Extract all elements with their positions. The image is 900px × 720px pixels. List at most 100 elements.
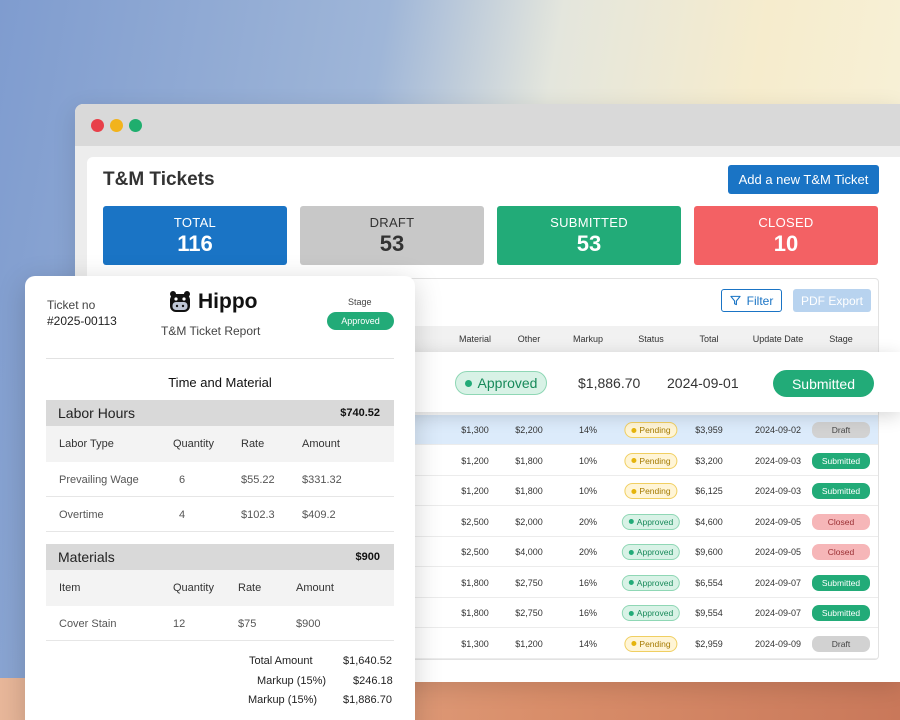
status-text: Pending [639,486,671,496]
stage-badge-submitted[interactable]: Submitted [773,370,874,397]
add-ticket-button[interactable]: Add a new T&M Ticket [728,165,879,194]
column-header-status[interactable]: Status [638,334,664,344]
column-header-markup[interactable]: Markup [572,334,604,344]
table-row[interactable]: 00$2,500$4,00020%$9,6002024-09-05Approve… [104,537,878,567]
row-other: $1,800 [515,455,543,466]
row-update-date: 2024-09-03 [754,455,802,466]
labor-table-header: Labor Type Quantity Rate Amount [46,426,394,462]
column-header-update-date[interactable]: Update Date [752,334,804,344]
row-markup: 10% [578,455,598,466]
row-other: $2,200 [515,425,543,435]
stat-label: CLOSED [758,215,814,230]
status-dot-icon [628,549,634,555]
minimize-window-dot[interactable] [110,118,123,132]
row-status: Pending [624,635,678,652]
stat-card-submitted[interactable]: SUBMITTED 53 [497,206,681,265]
column-header-material[interactable]: Material [458,334,492,344]
labor-rate: $55.22 [241,474,275,486]
labor-quantity: 6 [179,474,186,486]
table-row[interactable]: $1,200 $1,800 10% $6,125 2024-09-03 Pending Su… [104,476,878,506]
row-total: $6,125 [695,486,723,496]
materials-bar: Materials $900 [46,544,394,570]
browser-title-bar [75,104,900,146]
row-other: $2,750 [515,577,543,588]
row-markup: 16% [578,608,598,618]
material-item: Cover Stain [59,618,117,630]
row-stage: Submitted [812,605,870,621]
labor-row: Prevailing Wage 6 $55.22 $331.32 [46,462,394,497]
row-stage: Submitted [812,452,870,469]
close-window-dot[interactable] [91,118,104,132]
row-update-date: 2024-09-02 [754,425,802,435]
row-total: $3,959 [695,425,723,435]
status-dot-icon [631,427,637,433]
status-dot-icon [628,610,634,616]
hippo-icon [170,291,190,312]
stat-label: DRAFT [369,215,415,230]
labor-col-quantity: Quantity [173,438,214,450]
row-status: Approved [621,513,681,530]
row-markup: 20% [578,516,598,527]
maximize-window-dot[interactable] [129,118,142,132]
stat-card-total[interactable]: TOTAL 116 [103,206,287,265]
stage-badge[interactable]: Closed [812,513,870,530]
table-row[interactable]: 00$2,500$2,00020%$4,6002024-09-05Approve… [104,507,878,537]
stage-badge[interactable]: Submitted [812,605,870,621]
stat-card-draft[interactable]: DRAFT 53 [300,206,484,265]
status-text: Pending [639,425,671,435]
status-text: Pending [639,638,671,649]
filter-button[interactable]: Filter [721,289,782,312]
status-text: Approved [636,516,674,527]
total-amount-value: $1,640.52 [343,655,392,667]
table-row[interactable]: $1,200 $1,800 10% $3,200 2024-09-03 Pending Su… [104,446,878,476]
labor-col-rate: Rate [241,438,265,450]
table-row[interactable]: 50$1,300$1,20014%$2,9592024-09-09Pending… [104,629,878,659]
page-title: T&M Tickets [103,169,215,190]
row-status: Pending [624,452,678,469]
table-row[interactable]: $1,800 $2,750 16% $6,554 2024-09-07 Approved S… [104,568,878,598]
material-amount: $900 [296,618,321,630]
stat-value: 116 [177,231,213,256]
row-other: $2,000 [515,516,543,527]
stage-badge[interactable]: Draft [812,635,870,652]
stage-badge[interactable]: Closed [812,544,870,560]
status-dot-icon [631,641,637,646]
status-dot-icon [628,580,634,585]
stage-badge[interactable]: Submitted [812,574,870,591]
status-badge: Approved [621,544,681,560]
status-badge: Pending [624,452,678,469]
status-badge: Pending [624,483,678,499]
status-dot-icon [464,379,472,387]
column-header-total[interactable]: Total [699,334,719,344]
table-row[interactable]: $1,800 $2,750 16% $9,554 2024-09-07 Approved S… [104,598,878,628]
column-header-stage[interactable]: Stage [829,334,853,344]
stat-label: TOTAL [173,215,217,230]
status-text: Approved [636,608,674,618]
row-material: $2,500 [461,547,489,557]
status-dot-icon [631,488,637,494]
labor-type: Overtime [59,509,104,521]
row-stage: Draft [812,422,870,438]
stat-label: SUBMITTED [550,215,628,230]
row-other: $1,200 [515,638,543,649]
row-status: Pending [624,483,678,499]
stage-badge[interactable]: Draft [812,422,870,438]
status-badge: Pending [624,635,678,652]
column-header-other[interactable]: Other [517,334,541,344]
highlighted-ticket-row[interactable]: Approved $1,886.70 2024-09-01 Submitted [398,352,900,412]
grand-total-value: $1,886.70 [343,694,392,706]
row-material: $1,300 [461,425,489,435]
row-update-date: 2024-09-03 [754,486,802,496]
status-badge: Approved [621,605,681,621]
status-dot-icon [628,519,634,524]
stat-value: 53 [379,231,405,256]
labor-amount: $409.2 [302,509,336,521]
report-subtitle: T&M Ticket Report [161,324,261,338]
stage-badge[interactable]: Submitted [812,452,870,469]
pdf-export-button[interactable]: PDF Export [793,289,871,312]
materials-table-header: Item Quantity Rate Amount [46,570,394,606]
row-material: $1,200 [461,455,489,466]
row-update-date: 2024-09-05 [754,547,802,557]
stage-badge[interactable]: Submitted [812,483,870,499]
stat-card-closed[interactable]: CLOSED 10 [694,206,878,265]
